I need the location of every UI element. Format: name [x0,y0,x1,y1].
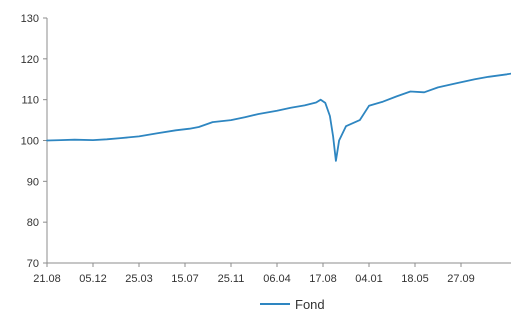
x-tick-label: 18.05 [401,273,429,285]
x-tick-label: 15.07 [171,273,199,285]
x-tick-label: 06.04 [263,273,291,285]
y-tick-label: 110 [21,95,39,107]
x-tick-label: 25.11 [218,273,245,285]
y-tick-label: 90 [27,176,39,188]
y-tick-label: 80 [27,217,39,229]
x-tick-label: 27.09 [447,273,475,285]
series-line-fond [46,72,511,162]
y-tick-label: 70 [27,258,39,270]
x-tick-label: 17.08 [309,273,337,285]
x-tick-label: 21.08 [33,273,61,285]
x-tick-label: 04.01 [355,273,383,285]
legend-label: Fond [295,297,325,312]
x-tick-label: 05.12 [79,273,107,285]
y-tick-label: 130 [21,13,39,25]
y-tick-label: 120 [21,54,39,66]
y-tick-label: 100 [21,136,39,148]
x-tick-label: 25.03 [125,273,153,285]
